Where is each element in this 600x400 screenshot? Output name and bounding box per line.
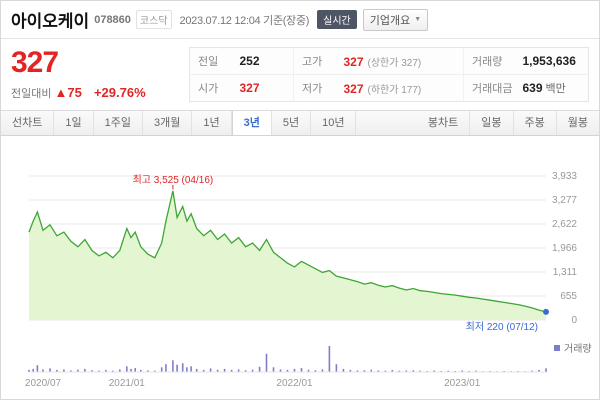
svg-text:2020/07: 2020/07 [25, 378, 62, 389]
quote-summary-table: 전일 252 고가 327 (상한가 327) 거래량 1,953,636 시가 … [189, 47, 589, 102]
volume-legend-swatch [554, 345, 560, 351]
last-price-dot [543, 308, 549, 315]
tab-1y[interactable]: 1년 [192, 111, 232, 135]
chevron-down-icon: ▼ [414, 16, 422, 23]
tab-10y[interactable]: 10년 [311, 111, 357, 135]
trade-amount-value: 639 백만 [522, 81, 566, 95]
svg-text:3,277: 3,277 [552, 195, 577, 206]
svg-text:0: 0 [571, 315, 577, 326]
prev-close-value: 252 [231, 47, 294, 75]
table-row: 시가 327 저가 327 (하한가 177) 거래대금 639 백만 [190, 74, 589, 102]
svg-text:2,622: 2,622 [552, 219, 577, 230]
low-annotation: 최저 220 (07/12) [466, 308, 549, 333]
tab-line-chart[interactable]: 선차트 [1, 111, 55, 135]
volume-bars [28, 346, 547, 372]
lower-limit-note: (하한가 177) [367, 84, 422, 96]
svg-text:2022/01: 2022/01 [276, 378, 313, 389]
chart-period-tabbar: 선차트 1일 1주일 3개월 1년 3년 5년 10년 봉차트 일봉 주봉 월봉 [1, 110, 599, 136]
x-axis-labels: 2020/07 2021/01 2022/01 2023/01 [25, 378, 481, 389]
tab-monthly[interactable]: 월봉 [567, 117, 588, 129]
tab-1w[interactable]: 1주일 [94, 111, 143, 135]
svg-text:2023/01: 2023/01 [444, 378, 481, 389]
tab-daily[interactable]: 일봉 [470, 111, 514, 135]
upper-limit-note: (상한가 327) [367, 57, 422, 69]
current-price-block: 327 전일대비 ▲75 +29.76% [11, 48, 189, 101]
tab-3y[interactable]: 3년 [231, 111, 272, 135]
line-chart-tabs: 선차트 1일 1주일 3개월 1년 3년 5년 10년 [1, 111, 357, 135]
candle-chart-tabs: 봉차트 일봉 주봉 월봉 [417, 111, 599, 135]
tab-3m[interactable]: 3개월 [143, 111, 193, 135]
header: 아이오케이 078860 코스닥 2023.07.12 12:04 기준(장중)… [1, 1, 599, 39]
tab-candle-chart[interactable]: 봉차트 [417, 111, 471, 135]
price-section: 327 전일대비 ▲75 +29.76% 전일 252 고가 327 (상한가 3… [1, 39, 599, 110]
svg-text:거래량: 거래량 [564, 343, 592, 355]
stock-name: 아이오케이 [11, 12, 90, 31]
company-overview-label: 기업개요 [369, 14, 411, 27]
stock-code: 078860 [94, 13, 131, 26]
realtime-badge[interactable]: 실시간 [317, 10, 357, 29]
low-value: 327 (하한가 177) [343, 81, 422, 96]
price-chart-svg: 3,933 3,277 2,622 1,966 1,311 655 0 2020/07 2021… [25, 171, 592, 389]
svg-text:1,311: 1,311 [553, 267, 578, 278]
price-line-series [28, 190, 547, 313]
svg-text:3,933: 3,933 [552, 171, 577, 182]
svg-text:최저 220 (07/12): 최저 220 (07/12) [466, 321, 538, 333]
price-area-fill [29, 190, 546, 320]
volume-label: 거래량 [463, 47, 515, 75]
svg-text:최고 3,525 (04/16): 최고 3,525 (04/16) [133, 174, 214, 186]
open-value: 327 [239, 81, 260, 95]
change-percent: +29.76% [93, 85, 146, 100]
svg-text:1,966: 1,966 [552, 243, 577, 254]
market-badge: 코스닥 [135, 10, 172, 29]
chart-area: 3,933 3,277 2,622 1,966 1,311 655 0 2020/07 2021… [1, 136, 599, 399]
trade-amount-unit: 백만 [545, 83, 566, 95]
tab-5y[interactable]: 5년 [272, 111, 312, 135]
up-arrow-icon: ▲ [54, 85, 68, 100]
tab-weekly[interactable]: 주봉 [514, 111, 557, 135]
tab-1d[interactable]: 1일 [54, 111, 94, 135]
svg-text:655: 655 [560, 291, 577, 302]
high-annotation: 최고 3,525 (04/16) [133, 174, 214, 190]
svg-text:2021/01: 2021/01 [109, 378, 146, 389]
low-label: 저가 [293, 74, 336, 102]
table-row: 전일 252 고가 327 (상한가 327) 거래량 1,953,636 [189, 47, 589, 75]
quote-timestamp: 2023.07.12 12:04 기준(장중) [179, 14, 310, 27]
trade-amount-label: 거래대금 [463, 74, 515, 102]
change-value: 75 [67, 85, 82, 100]
current-price: 327 [11, 46, 59, 79]
high-value: 327 (상한가 327) [335, 47, 464, 75]
volume-legend: 거래량 [554, 343, 592, 355]
change-label: 전일대비 [11, 88, 52, 100]
open-label: 시가 [198, 83, 219, 95]
volume-value: 1,953,636 [514, 47, 589, 75]
prev-close-label: 전일 [189, 47, 232, 75]
company-overview-button[interactable]: 기업개요 ▼ [362, 8, 429, 31]
high-label: 고가 [293, 47, 336, 75]
price-change: 전일대비 ▲75 +29.76% [11, 85, 189, 101]
